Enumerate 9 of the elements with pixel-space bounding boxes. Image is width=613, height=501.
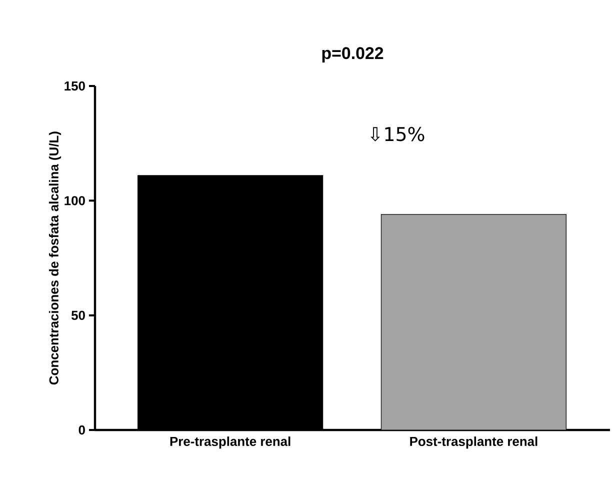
x-tick-label: Post-trasplante renal [410, 436, 538, 449]
chart-title: p=0.022 [322, 47, 384, 62]
y-tick-label: 150 [64, 81, 85, 91]
y-tick-label: 0 [78, 425, 85, 435]
y-tick-label: 50 [71, 310, 85, 320]
annotation: ⇩15% [370, 126, 424, 142]
y-axis-title: Concentraciones de fosfata alcalina (U/L) [48, 132, 62, 384]
x-tick-label: Pre-trasplante renal [170, 436, 290, 449]
y-tick-label: 100 [64, 196, 85, 206]
